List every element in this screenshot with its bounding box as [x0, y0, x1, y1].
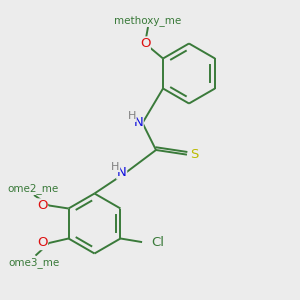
Text: Cl: Cl: [152, 236, 165, 249]
Text: ome3_me: ome3_me: [8, 257, 60, 268]
Text: O: O: [37, 236, 47, 250]
Text: H: H: [111, 161, 120, 172]
Text: O: O: [37, 199, 47, 212]
Text: S: S: [190, 148, 199, 161]
Text: N: N: [133, 116, 143, 130]
Text: N: N: [117, 166, 127, 179]
Text: ome2_me: ome2_me: [7, 184, 58, 194]
Text: O: O: [140, 37, 150, 50]
Text: methoxy_me: methoxy_me: [114, 16, 182, 26]
Text: H: H: [128, 111, 136, 122]
